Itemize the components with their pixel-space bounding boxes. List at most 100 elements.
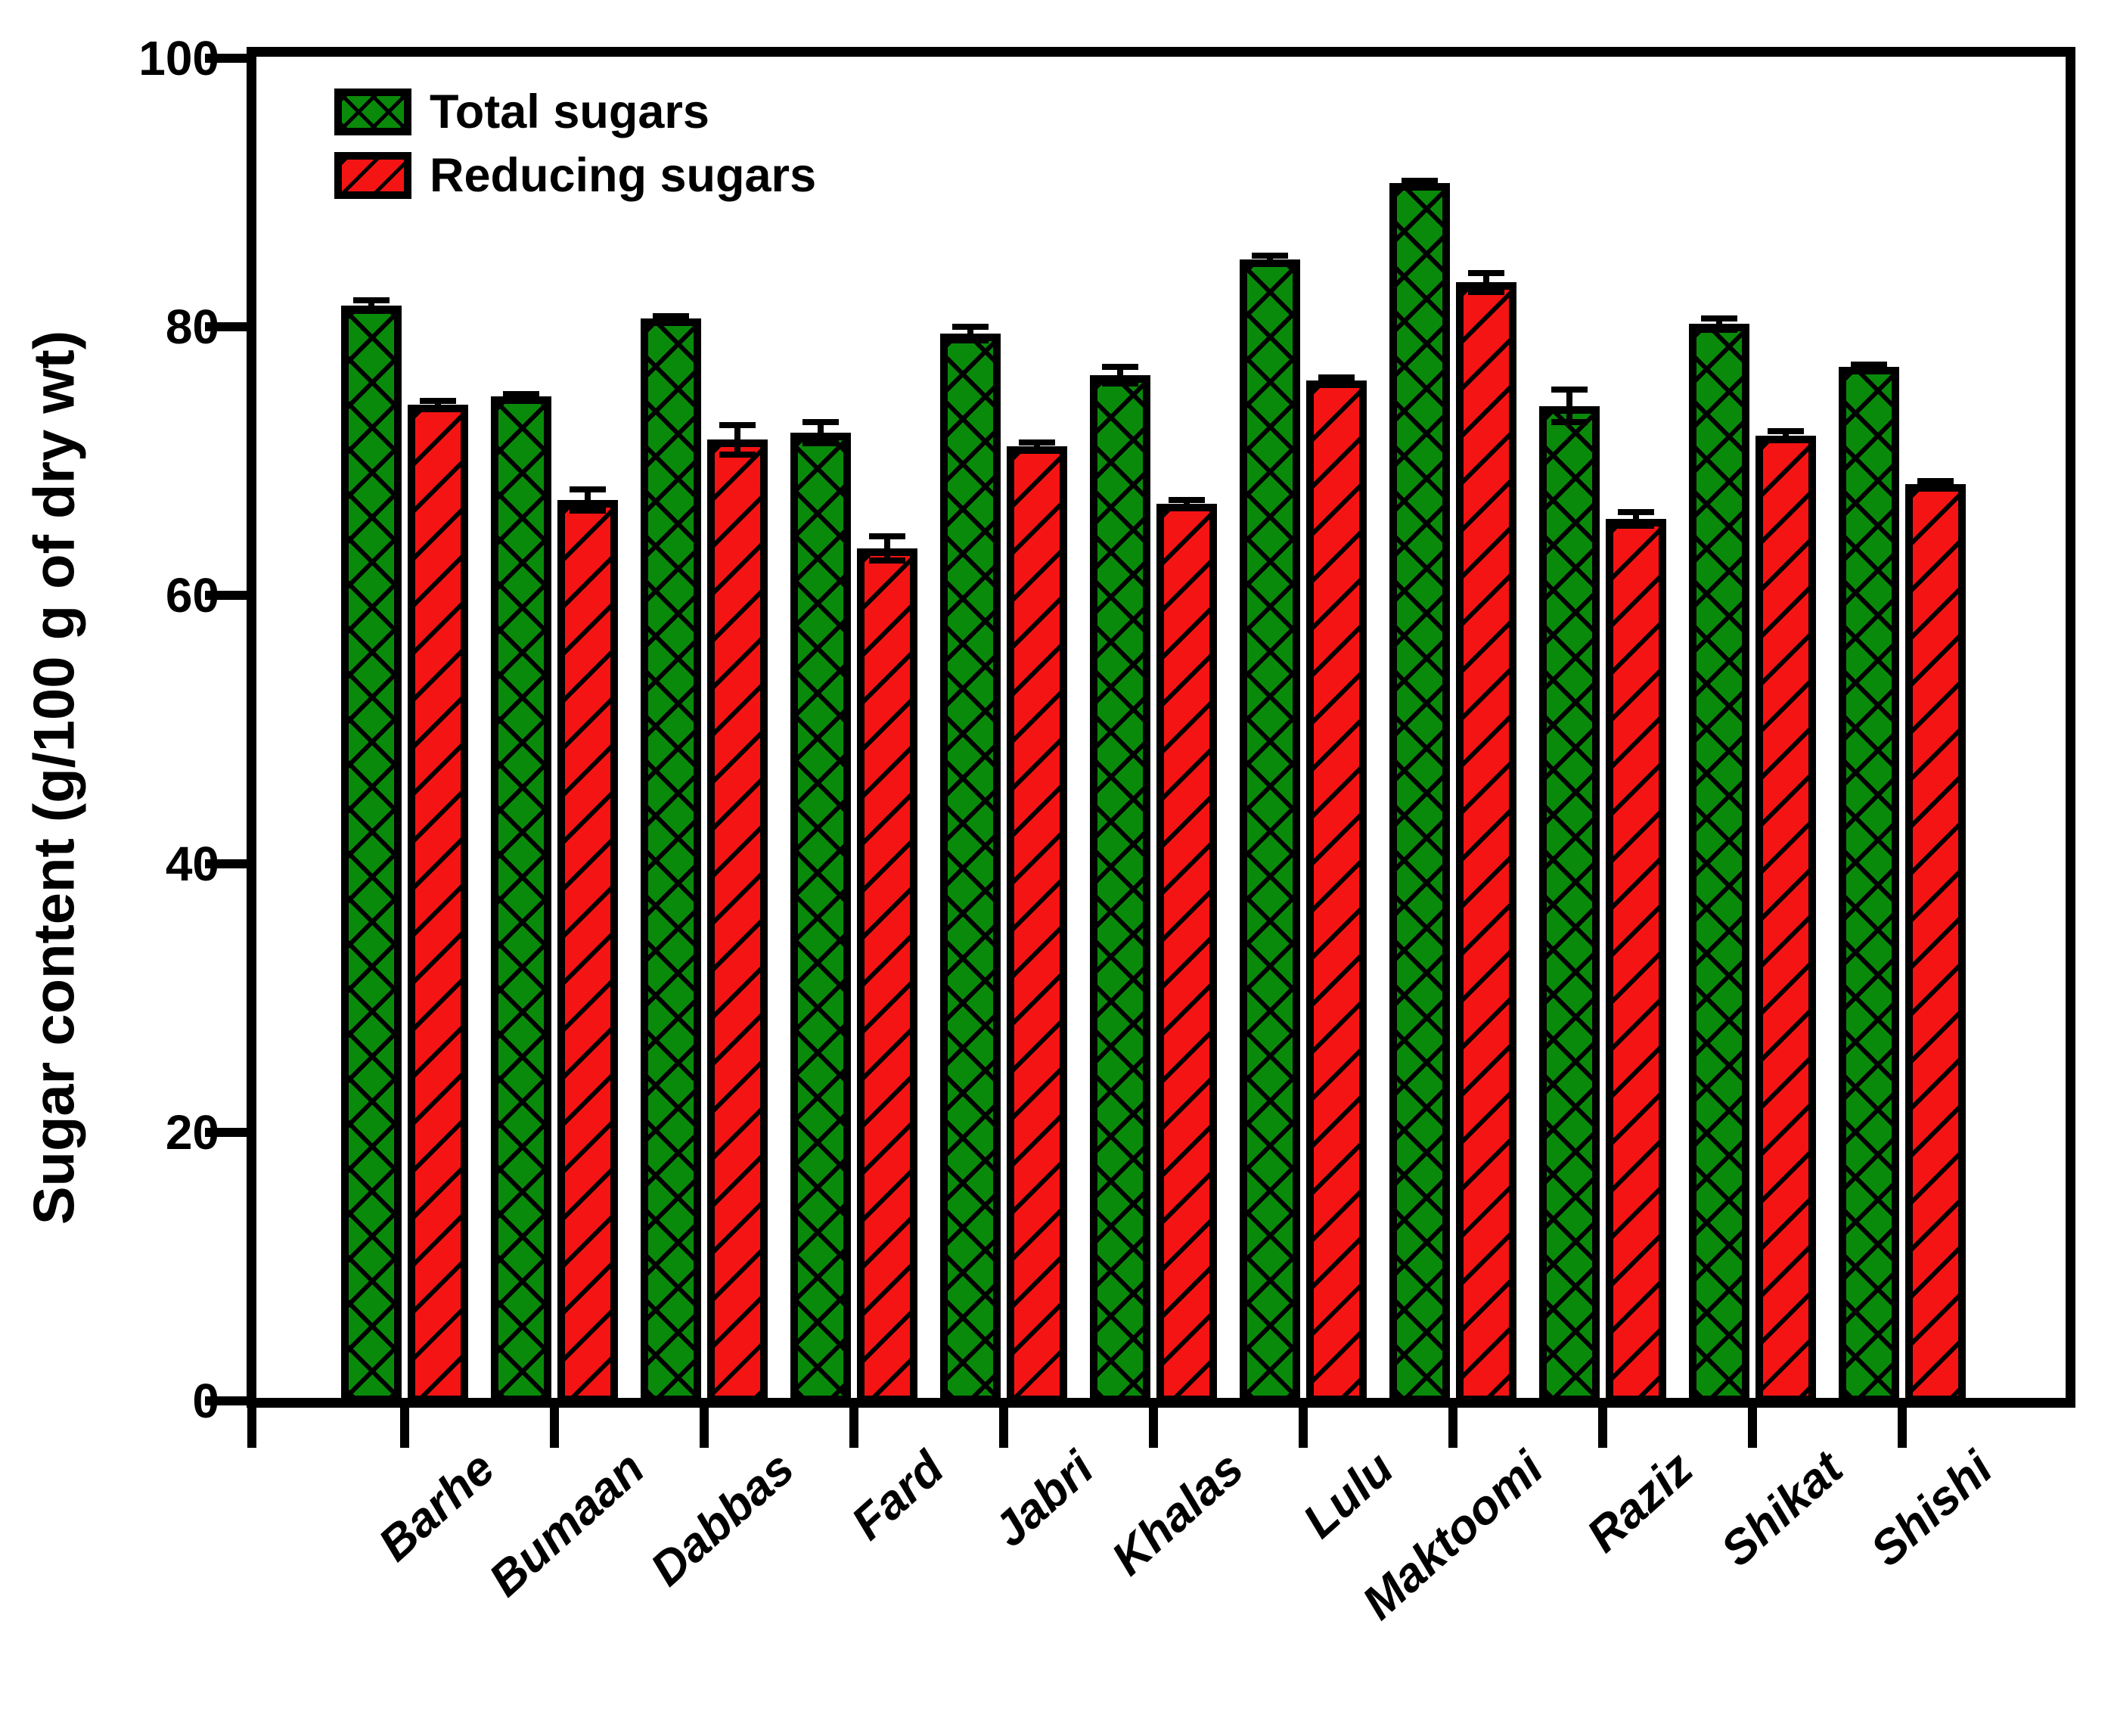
error-bar-total-sugars-shikat-cap-bottom (1701, 326, 1737, 333)
bar-reducing-sugars-jabri (1007, 446, 1067, 1403)
error-bar-total-sugars-dabbas-cap-top (653, 312, 689, 319)
error-bar-reducing-sugars-bumaan-cap-top (570, 486, 606, 492)
error-bar-total-sugars-barhe-line (368, 300, 374, 311)
bar-reducing-sugars-maktoomi (1456, 282, 1516, 1403)
y-tick-100 (205, 54, 247, 63)
x-tick-label-raziz: Raziz (1576, 1441, 1703, 1563)
bar-total-sugars-jabri (940, 333, 1001, 1403)
error-bar-reducing-sugars-shishi-cap-bottom (1917, 483, 1954, 490)
bar-total-sugars-lulu (1240, 259, 1300, 1403)
error-bar-reducing-sugars-khalas-cap-top (1169, 496, 1205, 503)
error-bar-reducing-sugars-dabbas-cap-top (719, 421, 756, 428)
bar-reducing-sugars-bumaan (557, 499, 618, 1403)
y-tick-label-40: 40 (165, 837, 219, 891)
error-bar-total-sugars-shikat-cap-top (1701, 315, 1737, 322)
error-bar-reducing-sugars-maktoomi-cap-top (1468, 270, 1504, 276)
x-tick-shikat (1748, 1406, 1757, 1448)
y-tick-label-80: 80 (165, 300, 219, 354)
x-tick-label-bumaan: Bumaan (479, 1441, 655, 1607)
bar-total-sugars-bumaan (491, 396, 551, 1403)
x-tick-barhe (400, 1406, 409, 1448)
y-tick-0 (205, 1396, 247, 1405)
bar-total-sugars-fard (790, 433, 851, 1403)
bar-reducing-sugars-khalas (1156, 504, 1217, 1403)
bar-total-sugars-raziz (1539, 405, 1600, 1403)
bar-total-sugars-maktoomi (1389, 183, 1450, 1403)
y-axis-title: Sugar content (g/100 g of dry wt) (22, 330, 87, 1225)
error-bar-reducing-sugars-bumaan-line (585, 489, 591, 511)
error-bar-reducing-sugars-fard-cap-bottom (869, 557, 905, 564)
bar-reducing-sugars-raziz (1606, 518, 1666, 1403)
error-bar-reducing-sugars-dabbas-line (734, 424, 740, 455)
error-bar-reducing-sugars-barhe-cap-bottom (420, 405, 456, 412)
x-tick-shishi (1898, 1406, 1907, 1448)
error-bar-total-sugars-maktoomi-cap-bottom (1402, 182, 1438, 189)
error-bar-reducing-sugars-fard-cap-top (869, 533, 905, 539)
error-bar-total-sugars-fard-line (818, 422, 824, 444)
error-bar-reducing-sugars-shishi-cap-top (1917, 478, 1954, 485)
error-bar-reducing-sugars-shikat-cap-bottom (1768, 436, 1804, 443)
error-bar-reducing-sugars-bumaan-cap-bottom (570, 508, 606, 514)
x-tick-label-barhe: Barhe (368, 1441, 505, 1572)
bar-reducing-sugars-dabbas (707, 439, 768, 1403)
error-bar-total-sugars-raziz-cap-bottom (1551, 419, 1588, 426)
error-bar-reducing-sugars-barhe-line (435, 400, 441, 409)
error-bar-total-sugars-khalas-line (1117, 367, 1123, 384)
y-tick-80 (205, 322, 247, 331)
x-tick-khalas (1149, 1406, 1158, 1448)
x-tick-lulu (1299, 1406, 1308, 1448)
error-bar-total-sugars-shishi-cap-bottom (1851, 366, 1887, 373)
x-tick-label-shikat: Shikat (1711, 1441, 1853, 1577)
error-bar-total-sugars-jabri-cap-bottom (952, 337, 989, 343)
error-bar-total-sugars-lulu-cap-bottom (1252, 260, 1288, 267)
x-tick-jabri (999, 1406, 1008, 1448)
bar-total-sugars-khalas (1090, 374, 1150, 1403)
x-tick-label-khalas: Khalas (1102, 1441, 1254, 1586)
error-bar-reducing-sugars-dabbas-cap-bottom (719, 451, 756, 458)
error-bar-total-sugars-fard-cap-bottom (802, 440, 839, 447)
y-tick-label-20: 20 (165, 1105, 219, 1160)
error-bar-total-sugars-khalas-cap-top (1102, 364, 1138, 371)
error-bar-total-sugars-jabri-line (967, 327, 973, 340)
legend: Total sugars Reducing sugars (334, 85, 817, 215)
error-bar-reducing-sugars-raziz-cap-top (1618, 508, 1654, 515)
error-bar-reducing-sugars-khalas-line (1184, 499, 1190, 508)
error-bar-reducing-sugars-jabri-cap-top (1019, 439, 1055, 446)
error-bar-total-sugars-barhe-cap-top (353, 297, 390, 303)
y-tick-label-100: 100 (138, 31, 219, 85)
error-bar-reducing-sugars-lulu-cap-bottom (1318, 380, 1355, 387)
error-bar-total-sugars-raziz-cap-top (1551, 387, 1588, 393)
legend-item-reducing-sugars: Reducing sugars (334, 149, 817, 202)
error-bar-reducing-sugars-barhe-cap-top (420, 397, 456, 404)
error-bar-total-sugars-bumaan-cap-bottom (503, 396, 539, 402)
x-tick-label-lulu: Lulu (1293, 1441, 1404, 1548)
legend-label-total-sugars: Total sugars (430, 85, 709, 138)
bar-total-sugars-shikat (1689, 324, 1749, 1403)
legend-label-reducing-sugars: Reducing sugars (430, 149, 817, 202)
y-tick-20 (205, 1128, 247, 1137)
x-tick-dabbas (700, 1406, 709, 1448)
error-bar-reducing-sugars-maktoomi-cap-bottom (1468, 288, 1504, 295)
x-tick-label-shishi: Shishi (1861, 1441, 2003, 1577)
y-tick-40 (205, 859, 247, 868)
error-bar-total-sugars-bumaan-cap-top (503, 390, 539, 397)
bar-reducing-sugars-shikat (1755, 435, 1816, 1403)
x-tick-origin (247, 1406, 256, 1448)
error-bar-total-sugars-lulu-cap-top (1252, 252, 1288, 259)
error-bar-total-sugars-shishi-cap-top (1851, 361, 1887, 368)
error-bar-total-sugars-lulu-line (1267, 255, 1273, 264)
x-tick-label-jabri: Jabri (983, 1441, 1104, 1557)
error-bar-total-sugars-jabri-cap-top (952, 324, 989, 330)
error-bar-reducing-sugars-fard-line (884, 536, 890, 561)
error-bar-reducing-sugars-jabri-line (1034, 442, 1040, 451)
bar-total-sugars-dabbas (641, 318, 701, 1403)
error-bar-total-sugars-maktoomi-cap-top (1402, 177, 1438, 184)
y-tick-label-60: 60 (165, 568, 219, 623)
error-bar-reducing-sugars-jabri-cap-bottom (1019, 447, 1055, 454)
error-bar-total-sugars-dabbas-cap-bottom (653, 318, 689, 325)
error-bar-reducing-sugars-shikat-cap-top (1768, 428, 1804, 435)
error-bar-total-sugars-shikat-line (1716, 318, 1722, 330)
bar-reducing-sugars-lulu (1306, 380, 1367, 1403)
error-bar-total-sugars-fard-cap-top (802, 419, 839, 426)
